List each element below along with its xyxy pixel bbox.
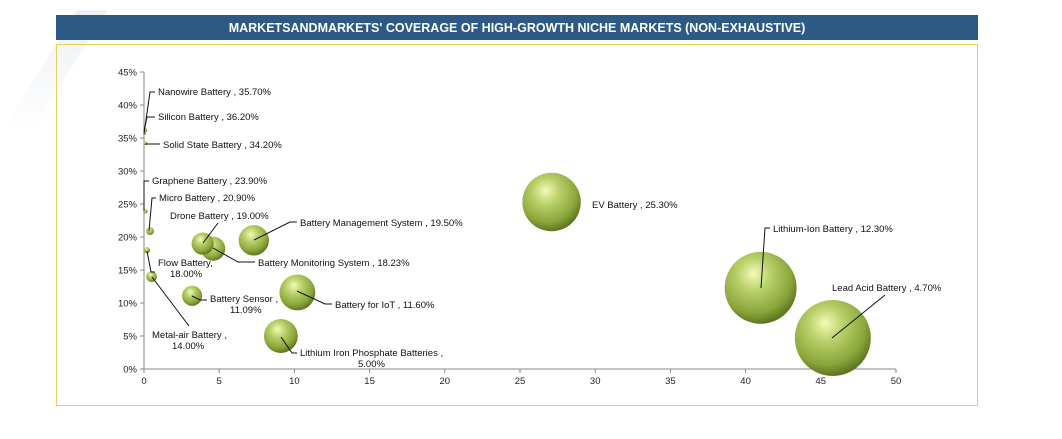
y-tick-label: 10% (118, 299, 138, 310)
y-tick-label: 35% (118, 134, 138, 145)
bubble (238, 225, 269, 256)
y-tick-label: 15% (118, 266, 138, 277)
data-label: Battery Monitoring System , 18.23% (258, 258, 410, 269)
leader-line (831, 294, 886, 339)
x-tick-label: 25 (515, 376, 526, 387)
bubble (522, 172, 581, 232)
leader-line (280, 336, 297, 354)
y-tick-label: 25% (118, 200, 138, 211)
y-tick-label: 0% (123, 365, 137, 376)
y-tick-label: 45% (118, 68, 138, 79)
data-label-value: 5.00% (358, 359, 385, 370)
data-label: Lithium-Ion Battery , 12.30% (773, 224, 893, 235)
bubble (146, 271, 157, 282)
leader-line (143, 116, 155, 132)
x-tick-label: 15 (364, 376, 375, 387)
leader-line (143, 91, 155, 135)
bubbles (143, 128, 871, 376)
chart-frame (56, 44, 978, 406)
data-label: Lead Acid Battery , 4.70% (832, 283, 942, 294)
data-label: Battery for IoT , 11.60% (335, 300, 435, 311)
leader-line (146, 250, 155, 273)
bubble (263, 319, 298, 353)
y-tick-label: 40% (118, 101, 138, 112)
data-label: Graphene Battery , 23.90% (152, 176, 268, 187)
data-label: Nanowire Battery , 35.70% (158, 87, 272, 98)
leader-line (212, 247, 255, 263)
leader-line (148, 197, 156, 232)
x-tick-label: 35 (665, 376, 676, 387)
leader-line (202, 222, 219, 244)
chart-title: MARKETSANDMARKETS' COVERAGE OF HIGH-GROW… (56, 15, 978, 40)
bubble (191, 232, 214, 255)
x-tick-label: 30 (590, 376, 601, 387)
data-label: EV Battery , 25.30% (592, 200, 678, 211)
data-labels: Nanowire Battery , 35.70% Silicon Battery… (143, 87, 942, 370)
data-label: Lithium Iron Phosphate Batteries , (300, 348, 443, 359)
x-tick-label: 40 (740, 376, 751, 387)
data-label-value: 11.09% (230, 305, 262, 316)
data-label: Drone Battery , 19.00% (170, 211, 269, 222)
x-tick-label: 20 (440, 376, 451, 387)
leader-line (296, 290, 332, 305)
data-label: Micro Battery , 20.90% (159, 193, 256, 204)
bubble (279, 274, 316, 311)
bubble (143, 141, 148, 146)
data-label-value: 18.00% (170, 269, 203, 280)
y-tick-label: 20% (118, 233, 138, 244)
data-label: Flow Battery, (158, 258, 213, 269)
y-tick-label: 30% (118, 167, 138, 178)
x-tick-label: 10 (289, 376, 300, 387)
data-label: Solid State Battery , 34.20% (163, 140, 282, 151)
leader-line (253, 221, 297, 241)
bubble (794, 299, 871, 376)
leader-line (143, 180, 149, 211)
data-label-value: 14.00% (172, 341, 205, 352)
bubble (143, 247, 151, 254)
data-label: Battery Management System , 19.50% (300, 218, 463, 229)
leader-line (191, 295, 207, 301)
bubble (146, 227, 154, 236)
leader-line (760, 227, 770, 289)
x-tick-label: 5 (217, 376, 222, 387)
data-label: Metal-air Battery , (152, 330, 227, 341)
data-label: Silicon Battery , 36.20% (158, 112, 259, 123)
y-tick-label: 5% (123, 332, 137, 343)
x-tick-label: 45 (816, 376, 827, 387)
data-label: Battery Sensor , (210, 294, 278, 305)
axes: 0 5 10 15 20 25 30 35 40 45 50 0% 5% 10% 15% 20% 25% 30% 3… (118, 68, 901, 388)
x-tick-label: 0 (141, 376, 146, 387)
leader-line (151, 276, 190, 327)
x-tick-label: 50 (891, 376, 902, 387)
